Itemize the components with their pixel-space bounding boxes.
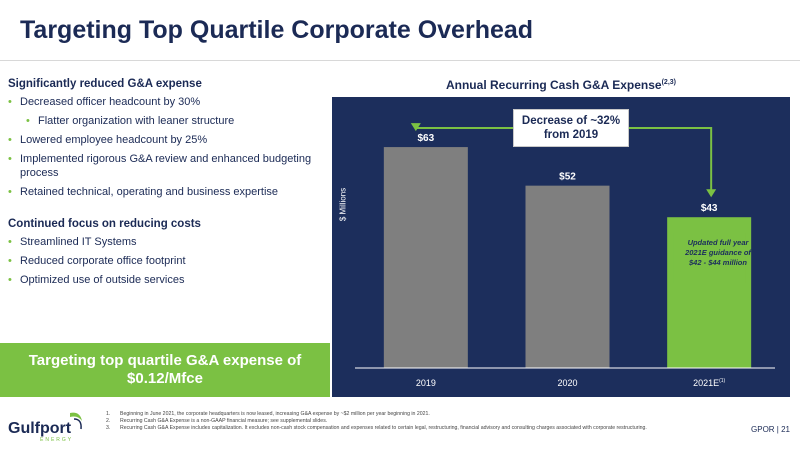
bullet-dot-icon: • — [26, 115, 30, 127]
logo-wordmark: Gulfport — [8, 420, 72, 437]
footnotes: 1. Beginning in June 2021, the corporate … — [106, 411, 686, 432]
decrease-annotation: Decrease of ~32% from 2019 — [513, 109, 629, 147]
bullet: • Reduced corporate office footprint — [8, 254, 318, 268]
bullet-dot-icon: • — [8, 255, 12, 267]
section-heading-ga: Significantly reduced G&A expense — [8, 78, 202, 90]
value-label-2020: $52 — [559, 172, 576, 183]
decrease-annotation-text: Decrease of ~32% from 2019 — [521, 115, 621, 141]
footnote: 1. Beginning in June 2021, the corporate … — [106, 411, 430, 417]
bullet-text: Flatter organization with leaner structu… — [38, 115, 235, 127]
bullet-text: Reduced corporate office footprint — [20, 255, 186, 267]
bullet-dot-icon: • — [8, 134, 12, 146]
value-label-2021E: $43 — [701, 203, 718, 214]
decrease-arrow-left — [414, 125, 513, 129]
guidance-note-bg — [673, 233, 746, 283]
bullet: • Implemented rigorous G&A review and enh… — [8, 152, 318, 180]
footnote-text: Recurring Cash G&A Expense includes capi… — [120, 425, 647, 431]
bullet-text: Retained technical, operating and busine… — [20, 186, 279, 198]
decrease-arrowhead-left — [410, 123, 421, 132]
bullet-text: Optimized use of outside services — [20, 274, 185, 286]
bullet-dot-icon: • — [8, 236, 12, 248]
decrease-arrowhead-right — [706, 189, 717, 198]
title-divider — [0, 60, 800, 61]
bullet: • Retained technical, operating and busin… — [8, 185, 318, 199]
chart-title: Annual Recurring Cash G&A Expense(2,3) — [332, 78, 790, 92]
slide-title: Targeting Top Quartile Corporate Overhea… — [20, 16, 534, 44]
guidance-note: Updated full year 2021E guidance of $42 … — [685, 238, 751, 267]
left-panel: Significantly reduced G&A expense • Decre… — [8, 78, 318, 292]
sub-bullet: • Flatter organization with leaner struct… — [8, 114, 318, 128]
bullet-text: Lowered employee headcount by 25% — [20, 134, 208, 146]
footnote-text: Recurring Cash G&A Expense is a non-GAAP… — [120, 418, 328, 424]
chart-header-rule — [332, 97, 790, 100]
bar-2020 — [525, 185, 610, 368]
callout-text: Targeting top quartile G&A expense of $0… — [28, 352, 302, 387]
y-axis-label: $ Millions — [338, 187, 348, 222]
footnote-text: Beginning in June 2021, the corporate he… — [120, 411, 430, 417]
bullet-dot-icon: • — [8, 153, 12, 165]
category-label-2021E: 2021E(1) — [693, 378, 725, 388]
bullet-dot-icon: • — [8, 96, 12, 108]
logo-subtext: ENERGY — [40, 437, 74, 443]
category-label-2020: 2020 — [557, 378, 577, 388]
bullet-text: Decreased officer headcount by 30% — [20, 96, 201, 108]
bullet-dot-icon: • — [8, 274, 12, 286]
bullet-text: Streamlined IT Systems — [20, 236, 137, 248]
section-heading-costs: Continued focus on reducing costs — [8, 218, 201, 230]
bullet: • Decreased officer headcount by 30% — [8, 95, 318, 109]
page-number: GPOR | 21 — [751, 425, 790, 434]
category-label-2019: 2019 — [416, 378, 436, 388]
bullet: • Lowered employee headcount by 25% — [8, 133, 318, 147]
bullet-text: Implemented rigorous G&A review and enha… — [20, 153, 312, 179]
chart-title-sup: (2,3) — [661, 79, 676, 86]
ga-target-callout: Targeting top quartile G&A expense of $0… — [0, 343, 330, 397]
bullet: • Optimized use of outside services — [8, 273, 318, 287]
decrease-arrow-right — [629, 127, 713, 192]
gulfport-logo-icon — [70, 412, 82, 430]
bar-2019 — [383, 147, 468, 368]
value-label-2019: $63 — [417, 133, 434, 144]
footnote: 3. Recurring Cash G&A Expense includes ca… — [106, 425, 647, 431]
footnote: 2. Recurring Cash G&A Expense is a non-GA… — [106, 418, 328, 424]
bullet-dot-icon: • — [8, 186, 12, 198]
bullet: • Streamlined IT Systems — [8, 235, 318, 249]
chart-title-text: Annual Recurring Cash G&A Expense — [445, 78, 662, 92]
